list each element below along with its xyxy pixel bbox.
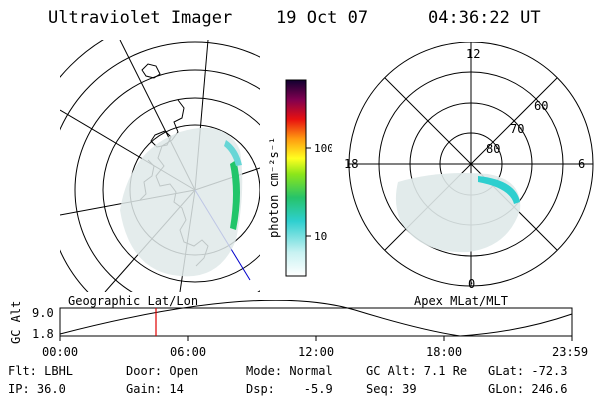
mlat-label-70: 70 bbox=[510, 122, 524, 136]
colorbar-label: photon cm⁻²s⁻¹ bbox=[267, 137, 281, 238]
instrument-title: Ultraviolet Imager bbox=[48, 8, 233, 28]
lat-circle bbox=[60, 41, 260, 292]
aurora-band bbox=[478, 176, 520, 204]
alt-ytick: 9.0 bbox=[32, 306, 54, 320]
seq-info: Seq: 39 bbox=[366, 382, 417, 396]
alt-ytick: 1.8 bbox=[32, 327, 54, 341]
mlt-label-18: 18 bbox=[344, 157, 358, 171]
mlt-label-6: 6 bbox=[578, 157, 585, 171]
alt-ylabel: GC Alt bbox=[9, 301, 23, 344]
altitude-curve bbox=[59, 300, 573, 337]
mode-info: Mode: Normal bbox=[246, 364, 333, 378]
alt-xtick: 00:00 bbox=[42, 345, 78, 359]
mlat-label-60: 60 bbox=[534, 99, 548, 113]
alt-xtick: 23:59 bbox=[552, 345, 588, 359]
geographic-map bbox=[60, 40, 260, 292]
filter-info: Flt: LBHL bbox=[8, 364, 74, 378]
apex-label: Apex MLat/MLT bbox=[414, 294, 508, 308]
colorbar: 100 10 photon cm⁻²s⁻¹ bbox=[267, 79, 332, 277]
glat-info: GLat: -72.3 bbox=[488, 364, 568, 378]
colorbar-gradient bbox=[285, 79, 307, 277]
altitude-plot-frame bbox=[59, 307, 573, 337]
mlat-label-80: 80 bbox=[486, 142, 500, 156]
door-info: Door: Open bbox=[126, 364, 199, 378]
coastline bbox=[141, 63, 161, 79]
glon-info: GLon: 246.6 bbox=[488, 382, 568, 396]
aurora-band bbox=[230, 160, 240, 230]
gcalt-info: GC Alt: 7.1 Re bbox=[366, 364, 468, 378]
dsp-info: Dsp: -5.9 bbox=[246, 382, 333, 396]
uv-image-patch bbox=[395, 173, 521, 253]
aurora-band bbox=[224, 140, 242, 166]
colorbar-tick: 100 bbox=[314, 142, 332, 155]
alt-xtick: 06:00 bbox=[170, 345, 206, 359]
polar-mlt-plot: 12 18 6 0 60 70 80 bbox=[344, 42, 594, 291]
date-label: 19 Oct 07 bbox=[276, 8, 369, 28]
gain-info: Gain: 14 bbox=[126, 382, 184, 396]
mlt-label-12: 12 bbox=[466, 47, 480, 61]
alt-xtick: 18:00 bbox=[426, 345, 462, 359]
uv-image-patch bbox=[120, 127, 243, 277]
time-label: 04:36:22 UT bbox=[428, 8, 541, 28]
mlt-label-0: 0 bbox=[468, 277, 475, 291]
lat-circle bbox=[74, 69, 260, 292]
geographic-label: Geographic Lat/Lon bbox=[68, 294, 199, 308]
altitude-plot: 9.0 1.8 GC Alt 00:00 06:00 12:00 18:00 2… bbox=[9, 300, 588, 359]
ip-info: IP: 36.0 bbox=[8, 382, 66, 396]
colorbar-tick: 10 bbox=[314, 230, 327, 243]
lat-circle bbox=[102, 97, 260, 283]
alt-xtick: 12:00 bbox=[298, 345, 334, 359]
